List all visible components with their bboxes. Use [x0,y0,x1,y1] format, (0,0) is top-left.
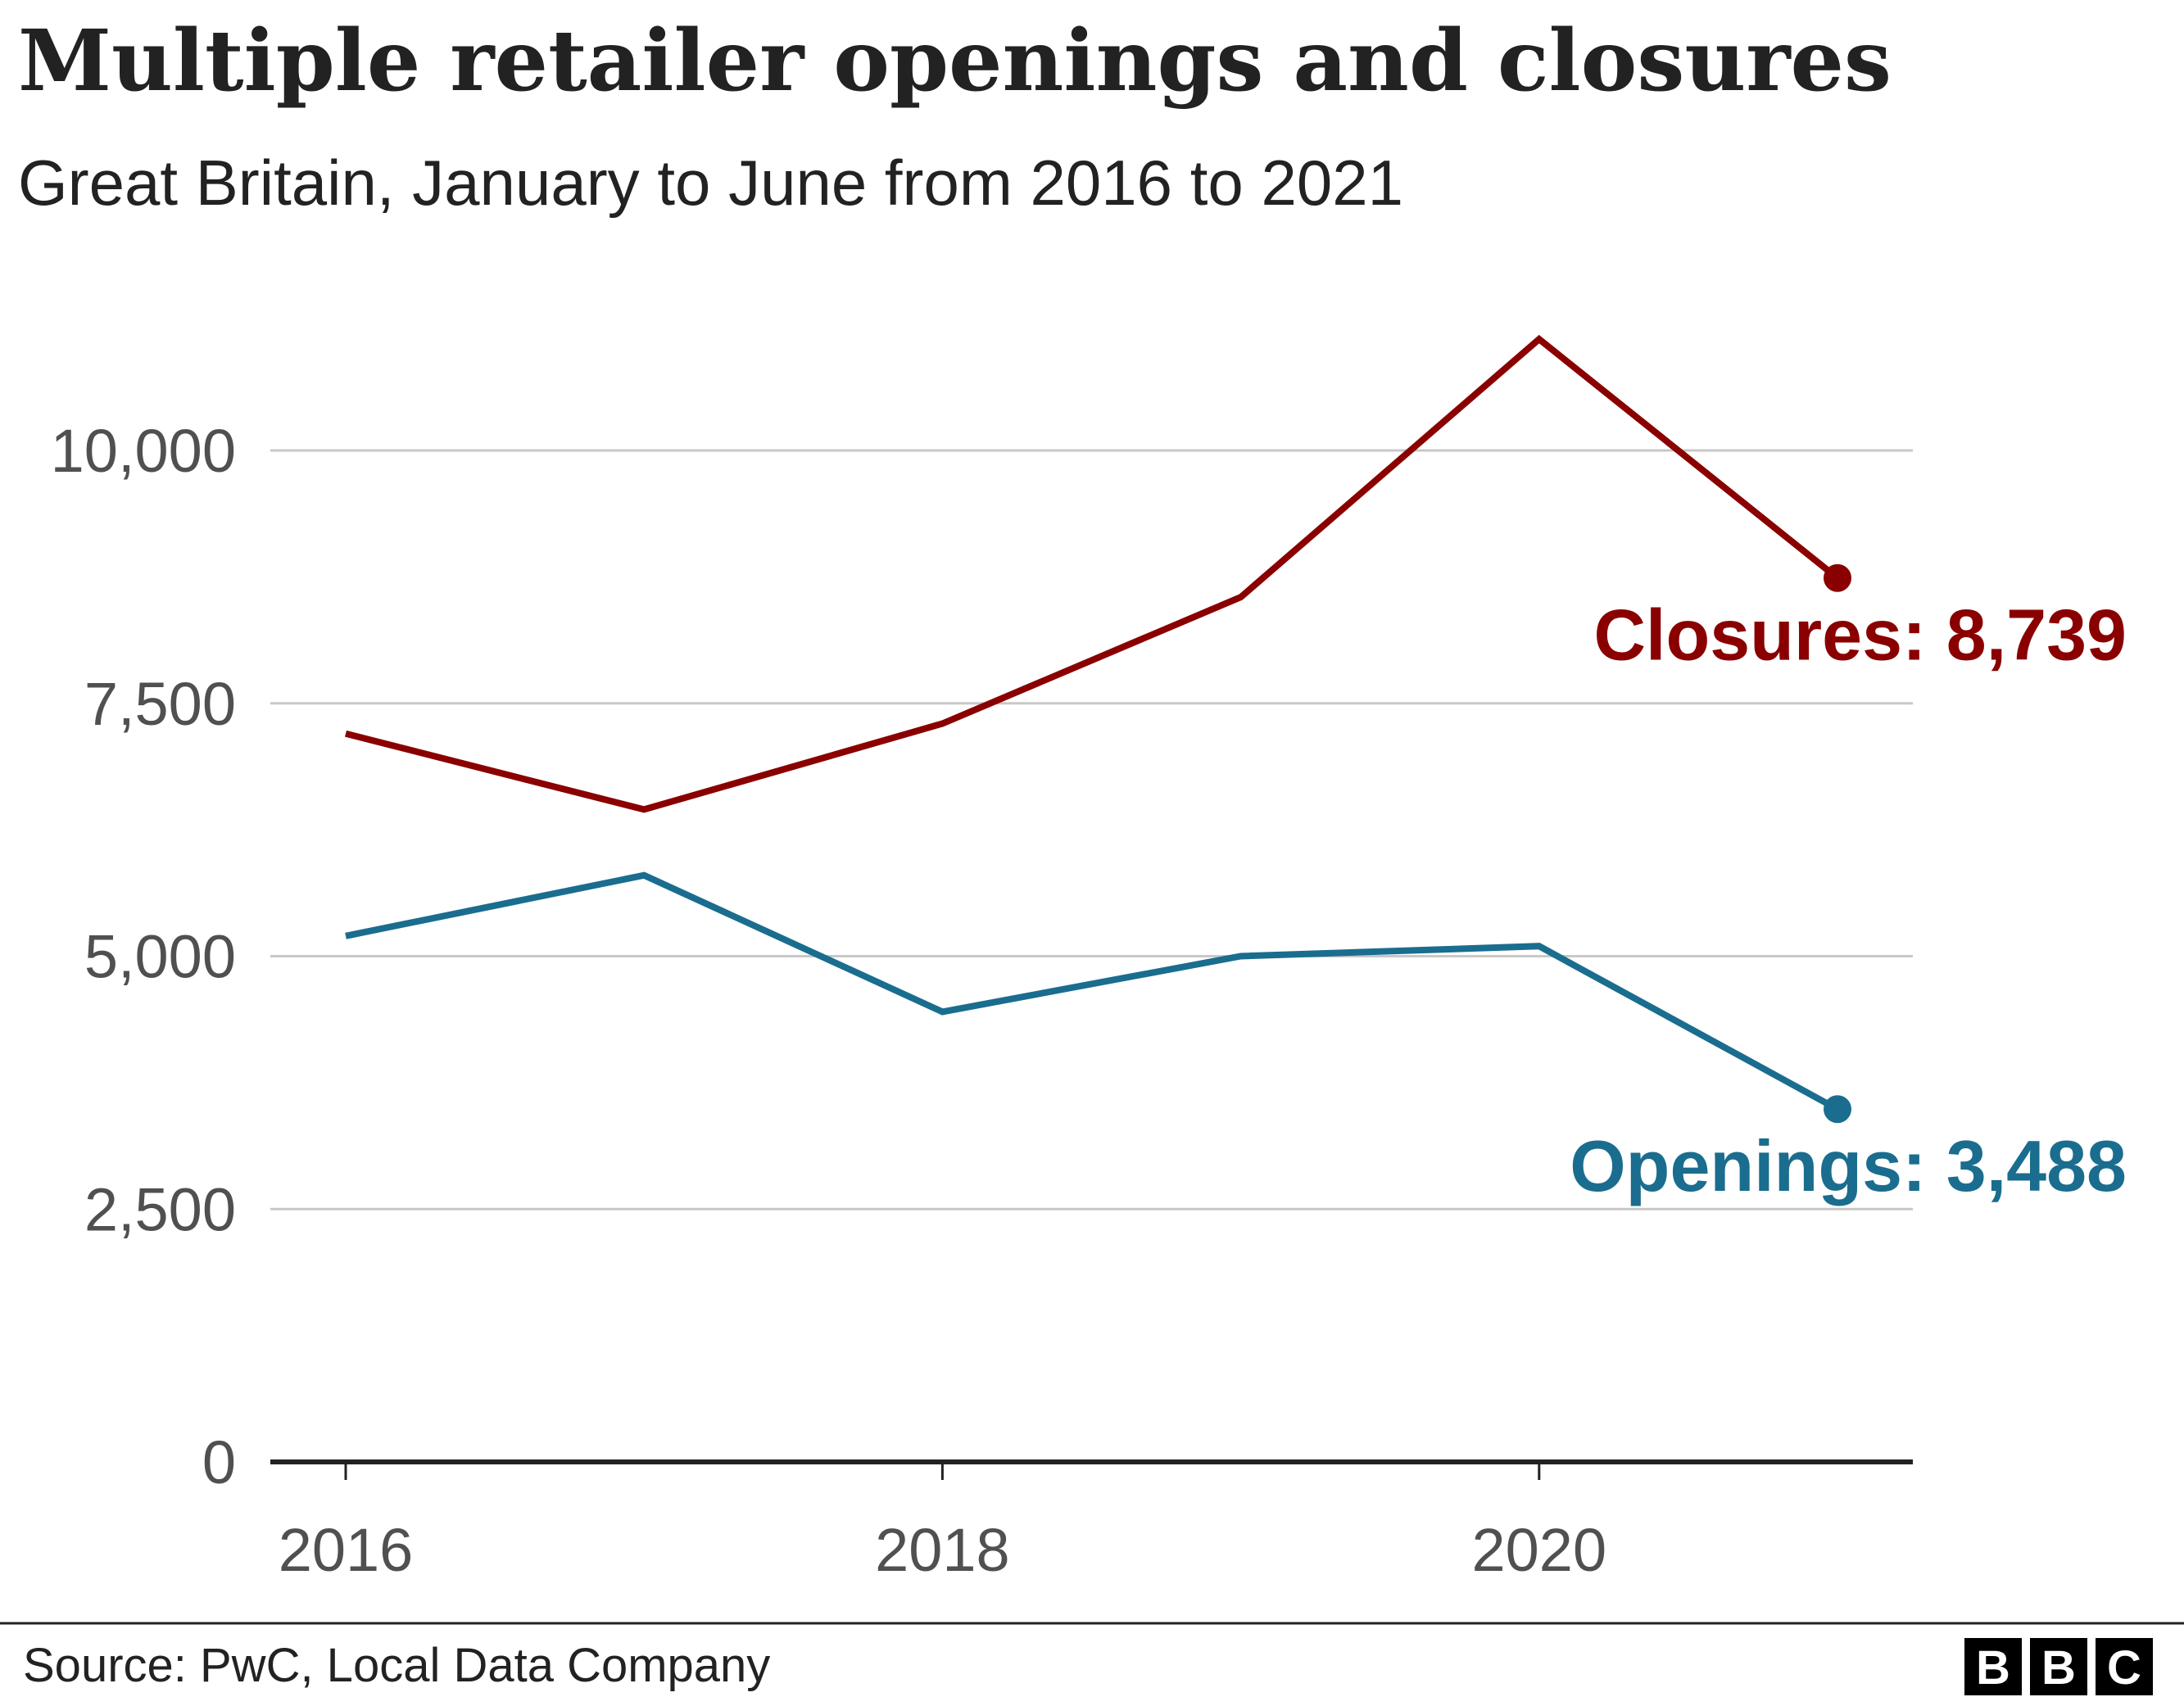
x-tick-label: 2020 [1471,1516,1606,1584]
y-tick-label: 7,500 [84,670,236,738]
chart-title: Multiple retailer openings and closures [18,11,1892,111]
svg-text:C: C [2107,1641,2141,1695]
closures-end-label: Closures: 8,739 [1593,595,2127,676]
openings-end-point [1824,1095,1851,1124]
x-axis: 2016 2018 2020 [270,1459,1913,1584]
x-tick-label: 2018 [875,1516,1010,1584]
gridlines [270,449,1913,1210]
y-axis-tick-labels: 0 2,500 5,000 7,500 10,000 [51,417,236,1496]
y-tick-label: 0 [202,1428,236,1496]
source-note: Source: PwC, Local Data Company [23,1639,770,1692]
series-lines: Closures: 8,739 Openings: 3,488 [345,334,2127,1206]
svg-text:B: B [2041,1641,2076,1695]
bbc-logo: B B C [1964,1638,2153,1695]
x-tick-label: 2016 [279,1516,414,1584]
openings-line [345,871,1839,1112]
chart-subtitle: Great Britain, January to June from 2016… [18,147,1403,219]
closures-line [345,334,1840,813]
closures-end-point [1824,563,1851,592]
openings-end-label: Openings: 3,488 [1570,1125,2127,1206]
y-tick-label: 10,000 [51,417,236,485]
svg-text:B: B [1976,1641,2010,1695]
y-tick-label: 2,500 [84,1175,236,1243]
y-tick-label: 5,000 [84,923,236,991]
